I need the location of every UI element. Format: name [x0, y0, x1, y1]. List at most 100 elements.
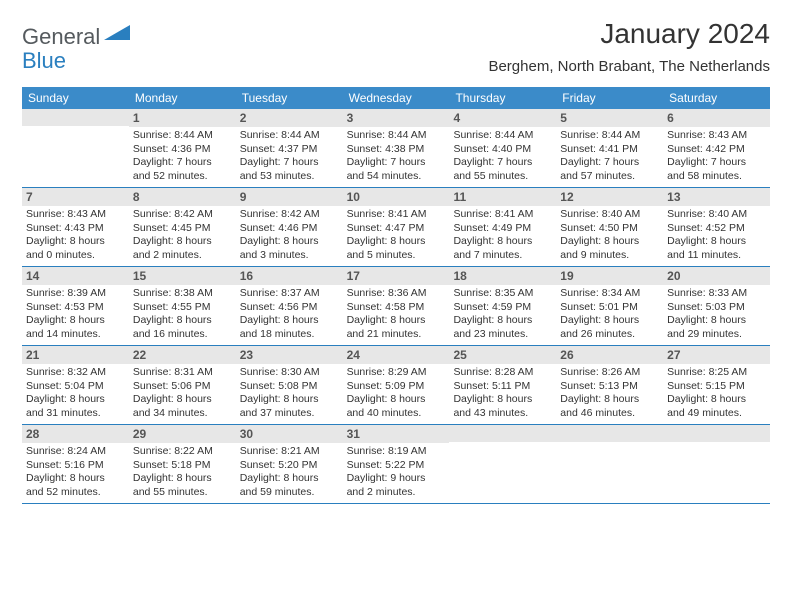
weeks-container: 1Sunrise: 8:44 AMSunset: 4:36 PMDaylight… [22, 109, 770, 504]
cell-body: Sunrise: 8:42 AMSunset: 4:45 PMDaylight:… [129, 206, 236, 265]
day-number: 24 [343, 346, 450, 364]
calendar-cell: 28Sunrise: 8:24 AMSunset: 5:16 PMDayligh… [22, 425, 129, 503]
sunrise-text: Sunrise: 8:30 AM [240, 366, 339, 380]
calendar-cell: 15Sunrise: 8:38 AMSunset: 4:55 PMDayligh… [129, 267, 236, 345]
sunrise-text: Sunrise: 8:32 AM [26, 366, 125, 380]
cell-body: Sunrise: 8:44 AMSunset: 4:40 PMDaylight:… [449, 127, 556, 186]
title-block: January 2024 Berghem, North Brabant, The… [488, 18, 770, 75]
calendar-cell: 13Sunrise: 8:40 AMSunset: 4:52 PMDayligh… [663, 188, 770, 266]
daylight-text: Daylight: 8 hours and 21 minutes. [347, 314, 446, 341]
day-number: 3 [343, 109, 450, 127]
calendar-cell: 6Sunrise: 8:43 AMSunset: 4:42 PMDaylight… [663, 109, 770, 187]
cell-body: Sunrise: 8:41 AMSunset: 4:47 PMDaylight:… [343, 206, 450, 265]
cell-body: Sunrise: 8:44 AMSunset: 4:37 PMDaylight:… [236, 127, 343, 186]
sunrise-text: Sunrise: 8:35 AM [453, 287, 552, 301]
day-number: 22 [129, 346, 236, 364]
day-number: 6 [663, 109, 770, 127]
sunrise-text: Sunrise: 8:40 AM [560, 208, 659, 222]
sunset-text: Sunset: 4:59 PM [453, 301, 552, 315]
day-header: Monday [129, 87, 236, 109]
sunrise-text: Sunrise: 8:43 AM [667, 129, 766, 143]
calendar-cell: 9Sunrise: 8:42 AMSunset: 4:46 PMDaylight… [236, 188, 343, 266]
sunrise-text: Sunrise: 8:44 AM [560, 129, 659, 143]
day-number: 17 [343, 267, 450, 285]
location-text: Berghem, North Brabant, The Netherlands [488, 58, 770, 75]
day-header: Wednesday [343, 87, 450, 109]
sunrise-text: Sunrise: 8:29 AM [347, 366, 446, 380]
day-header: Friday [556, 87, 663, 109]
cell-body: Sunrise: 8:21 AMSunset: 5:20 PMDaylight:… [236, 443, 343, 502]
cell-body: Sunrise: 8:44 AMSunset: 4:38 PMDaylight:… [343, 127, 450, 186]
cell-body: Sunrise: 8:30 AMSunset: 5:08 PMDaylight:… [236, 364, 343, 423]
calendar-cell: 3Sunrise: 8:44 AMSunset: 4:38 PMDaylight… [343, 109, 450, 187]
sunset-text: Sunset: 5:22 PM [347, 459, 446, 473]
cell-body: Sunrise: 8:26 AMSunset: 5:13 PMDaylight:… [556, 364, 663, 423]
daylight-text: Daylight: 8 hours and 9 minutes. [560, 235, 659, 262]
daylight-text: Daylight: 8 hours and 37 minutes. [240, 393, 339, 420]
daylight-text: Daylight: 8 hours and 18 minutes. [240, 314, 339, 341]
cell-body: Sunrise: 8:22 AMSunset: 5:18 PMDaylight:… [129, 443, 236, 502]
sunset-text: Sunset: 4:41 PM [560, 143, 659, 157]
week-row: 21Sunrise: 8:32 AMSunset: 5:04 PMDayligh… [22, 346, 770, 425]
calendar-cell: 2Sunrise: 8:44 AMSunset: 4:37 PMDaylight… [236, 109, 343, 187]
sunset-text: Sunset: 5:01 PM [560, 301, 659, 315]
logo-text-blue: Blue [22, 48, 66, 73]
daylight-text: Daylight: 8 hours and 23 minutes. [453, 314, 552, 341]
sunset-text: Sunset: 5:08 PM [240, 380, 339, 394]
day-number [449, 425, 556, 442]
day-number: 28 [22, 425, 129, 443]
calendar-cell [663, 425, 770, 503]
day-header: Sunday [22, 87, 129, 109]
cell-body: Sunrise: 8:40 AMSunset: 4:52 PMDaylight:… [663, 206, 770, 265]
sunset-text: Sunset: 5:09 PM [347, 380, 446, 394]
day-number: 5 [556, 109, 663, 127]
calendar-cell: 31Sunrise: 8:19 AMSunset: 5:22 PMDayligh… [343, 425, 450, 503]
daylight-text: Daylight: 7 hours and 54 minutes. [347, 156, 446, 183]
cell-body: Sunrise: 8:36 AMSunset: 4:58 PMDaylight:… [343, 285, 450, 344]
daylight-text: Daylight: 7 hours and 53 minutes. [240, 156, 339, 183]
daylight-text: Daylight: 8 hours and 29 minutes. [667, 314, 766, 341]
sunrise-text: Sunrise: 8:44 AM [240, 129, 339, 143]
day-number: 2 [236, 109, 343, 127]
cell-body: Sunrise: 8:42 AMSunset: 4:46 PMDaylight:… [236, 206, 343, 265]
calendar-cell: 29Sunrise: 8:22 AMSunset: 5:18 PMDayligh… [129, 425, 236, 503]
sunrise-text: Sunrise: 8:40 AM [667, 208, 766, 222]
cell-body: Sunrise: 8:35 AMSunset: 4:59 PMDaylight:… [449, 285, 556, 344]
sunrise-text: Sunrise: 8:34 AM [560, 287, 659, 301]
sunrise-text: Sunrise: 8:42 AM [240, 208, 339, 222]
month-title: January 2024 [488, 18, 770, 50]
calendar-cell: 26Sunrise: 8:26 AMSunset: 5:13 PMDayligh… [556, 346, 663, 424]
day-number: 8 [129, 188, 236, 206]
calendar-cell: 20Sunrise: 8:33 AMSunset: 5:03 PMDayligh… [663, 267, 770, 345]
calendar-cell: 18Sunrise: 8:35 AMSunset: 4:59 PMDayligh… [449, 267, 556, 345]
day-number: 23 [236, 346, 343, 364]
cell-body: Sunrise: 8:25 AMSunset: 5:15 PMDaylight:… [663, 364, 770, 423]
calendar-cell: 7Sunrise: 8:43 AMSunset: 4:43 PMDaylight… [22, 188, 129, 266]
cell-body: Sunrise: 8:29 AMSunset: 5:09 PMDaylight:… [343, 364, 450, 423]
daylight-text: Daylight: 8 hours and 16 minutes. [133, 314, 232, 341]
cell-body: Sunrise: 8:37 AMSunset: 4:56 PMDaylight:… [236, 285, 343, 344]
sunset-text: Sunset: 4:42 PM [667, 143, 766, 157]
sunrise-text: Sunrise: 8:19 AM [347, 445, 446, 459]
day-number: 19 [556, 267, 663, 285]
sunset-text: Sunset: 4:43 PM [26, 222, 125, 236]
day-number: 1 [129, 109, 236, 127]
day-number: 18 [449, 267, 556, 285]
daylight-text: Daylight: 8 hours and 2 minutes. [133, 235, 232, 262]
sunset-text: Sunset: 5:11 PM [453, 380, 552, 394]
sunset-text: Sunset: 5:03 PM [667, 301, 766, 315]
calendar-cell: 21Sunrise: 8:32 AMSunset: 5:04 PMDayligh… [22, 346, 129, 424]
cell-body: Sunrise: 8:39 AMSunset: 4:53 PMDaylight:… [22, 285, 129, 344]
sunrise-text: Sunrise: 8:44 AM [347, 129, 446, 143]
logo-triangle-icon [104, 22, 130, 47]
cell-body: Sunrise: 8:40 AMSunset: 4:50 PMDaylight:… [556, 206, 663, 265]
day-number [556, 425, 663, 442]
calendar-cell: 25Sunrise: 8:28 AMSunset: 5:11 PMDayligh… [449, 346, 556, 424]
sunrise-text: Sunrise: 8:25 AM [667, 366, 766, 380]
sunrise-text: Sunrise: 8:41 AM [347, 208, 446, 222]
week-row: 14Sunrise: 8:39 AMSunset: 4:53 PMDayligh… [22, 267, 770, 346]
day-number: 9 [236, 188, 343, 206]
daylight-text: Daylight: 8 hours and 26 minutes. [560, 314, 659, 341]
sunrise-text: Sunrise: 8:22 AM [133, 445, 232, 459]
calendar-cell: 12Sunrise: 8:40 AMSunset: 4:50 PMDayligh… [556, 188, 663, 266]
